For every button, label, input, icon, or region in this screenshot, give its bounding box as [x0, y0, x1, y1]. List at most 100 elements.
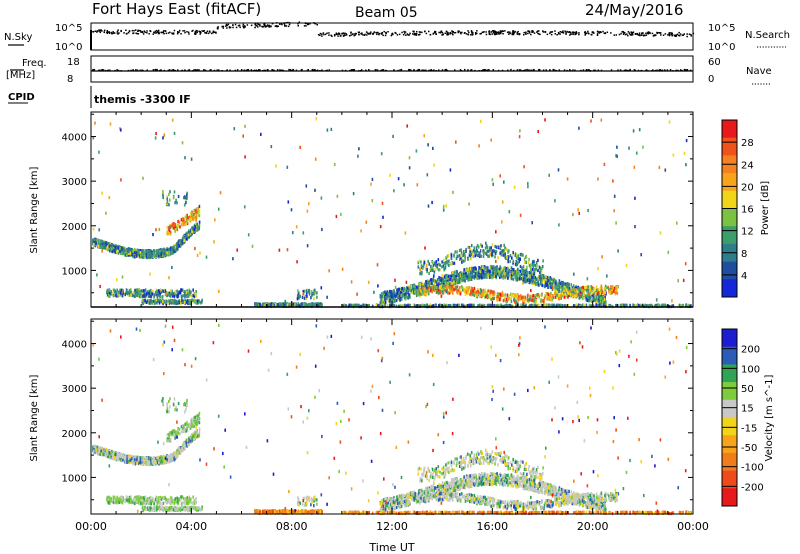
freq-unit: [MHz] — [6, 70, 35, 81]
data-cell — [519, 257, 521, 261]
freq-point — [552, 68, 554, 71]
data-cell — [479, 290, 482, 294]
data-cell — [182, 237, 185, 241]
freq-point — [400, 68, 403, 71]
data-cell — [452, 270, 454, 275]
nsky-point — [636, 32, 639, 35]
freq-point — [497, 69, 500, 72]
data-cell — [298, 296, 300, 300]
data-cell — [153, 295, 155, 299]
data-cell — [93, 242, 95, 246]
data-cell — [141, 249, 143, 253]
data-cell — [306, 288, 309, 292]
data-cell — [540, 276, 543, 280]
data-cell — [435, 260, 438, 264]
data-cell — [481, 244, 483, 248]
data-cell — [297, 291, 300, 295]
nsky-point — [382, 34, 384, 37]
nsky-point — [283, 23, 286, 25]
data-cell — [109, 247, 111, 251]
nsky-point — [671, 32, 673, 35]
freq-point — [444, 69, 447, 71]
nsky-point — [537, 32, 539, 35]
data-cell — [521, 295, 523, 299]
data-cell — [580, 288, 583, 292]
data-cell — [565, 290, 568, 294]
nsky-point — [136, 32, 138, 35]
data-cell — [526, 296, 529, 300]
data-cell — [413, 284, 416, 288]
data-cell — [113, 248, 116, 253]
data-cell — [507, 266, 509, 270]
nsky-point — [678, 31, 680, 34]
data-cell — [546, 295, 548, 299]
data-cell — [519, 277, 521, 281]
nsky-point — [243, 27, 245, 29]
nsky-point — [418, 31, 421, 33]
data-cell — [119, 247, 121, 251]
nsky-point — [556, 34, 558, 36]
nsky-point — [199, 31, 201, 33]
data-cell — [527, 260, 530, 265]
nsky-point — [256, 24, 258, 27]
nsky-point — [229, 26, 232, 29]
data-cell — [498, 267, 501, 272]
data-cell — [451, 279, 453, 283]
nsky-point — [112, 32, 115, 34]
freq-point — [410, 69, 412, 72]
nsky-point — [331, 35, 333, 37]
data-cell — [551, 280, 553, 284]
data-cell — [606, 286, 608, 290]
nsky-point — [440, 31, 442, 33]
data-cell — [456, 270, 458, 274]
data-cell — [130, 288, 132, 292]
data-cell — [486, 271, 488, 275]
data-cell — [166, 202, 168, 206]
data-cell — [97, 244, 100, 248]
data-cell — [539, 274, 542, 278]
data-cell — [99, 245, 101, 249]
data-cell — [468, 276, 470, 280]
data-cell — [198, 210, 201, 214]
data-cell — [603, 297, 606, 301]
data-cell — [173, 245, 175, 249]
nave-tick-bottom: 0 — [708, 74, 714, 85]
data-cell — [563, 289, 565, 293]
freq-point — [315, 70, 317, 72]
nsky-point — [117, 33, 119, 35]
nsky-point — [638, 34, 641, 36]
nsky-point — [304, 22, 307, 24]
freq-point — [528, 70, 530, 72]
data-cell — [548, 277, 551, 281]
data-cell — [418, 259, 421, 263]
data-cell — [473, 291, 476, 295]
nsky-point — [270, 25, 272, 27]
freq-point — [393, 69, 395, 71]
freq-point — [641, 69, 643, 72]
data-cell — [154, 253, 157, 257]
data-cell — [415, 292, 418, 296]
freq-point — [142, 69, 144, 72]
data-cell — [534, 295, 536, 299]
data-cell — [184, 215, 186, 219]
data-cell — [512, 268, 515, 272]
data-cell — [316, 302, 319, 306]
nsky-point — [128, 30, 131, 32]
freq-point — [483, 69, 485, 71]
freq-point — [117, 69, 120, 72]
data-cell — [596, 292, 599, 296]
data-cell — [463, 289, 466, 294]
data-cell — [505, 273, 508, 278]
data-cell — [522, 265, 525, 269]
data-cell — [502, 274, 505, 278]
data-cell — [180, 218, 183, 222]
data-cell — [138, 253, 141, 257]
data-cell — [101, 242, 104, 246]
data-cell — [139, 249, 142, 253]
nsky-point — [561, 31, 564, 34]
data-cell — [410, 285, 413, 289]
data-cell — [117, 246, 119, 250]
data-cell — [272, 302, 274, 306]
data-cell — [461, 279, 463, 283]
nsky-point — [527, 30, 529, 32]
